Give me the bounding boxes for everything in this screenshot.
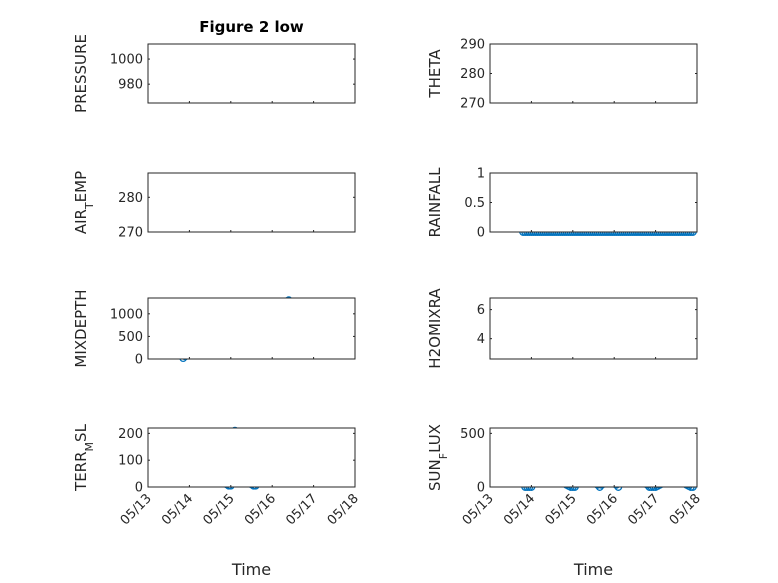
- terr-msl-xtick-label: 05/16: [242, 491, 279, 528]
- terr-msl-ytick-label: 200: [118, 427, 143, 442]
- sun-flux-subplot: 0 500 05/13 05/14 05/15 05/16 05/17 05/18 SUNFLU…: [426, 424, 704, 579]
- terr-msl-xtick-label: 05/17: [283, 491, 320, 528]
- terr-msl-xtick-label: 05/15: [201, 491, 238, 528]
- sun-flux-ylabel: SUNFLUX: [426, 424, 450, 491]
- theta-axes-frame: [489, 43, 698, 104]
- pressure-subplot: 980 1000 PRESSURE Figure 2 low: [72, 18, 356, 113]
- rainfall-ytick-label: 1: [477, 167, 485, 182]
- rainfall-ytick-label: 0.5: [464, 196, 485, 211]
- rainfall-axes-frame: [489, 172, 698, 233]
- mixdepth-ytick-label: 1000: [110, 307, 143, 322]
- terr-msl-xtick-label: 05/13: [118, 491, 155, 528]
- h2omixra-ytick-label: 6: [477, 303, 485, 318]
- mixdepth-subplot: 0 500 1000 MIXDEPTH: [72, 289, 356, 368]
- terr-msl-ytick-label: 100: [118, 454, 143, 469]
- rainfall-ylabel: RAINFALL: [426, 167, 444, 238]
- pressure-ytick-label: 980: [118, 78, 143, 93]
- air-temp-ytick-label: 280: [118, 191, 143, 206]
- figure-title: Figure 2 low: [199, 18, 304, 36]
- sun-flux-xtick-label: 05/16: [584, 491, 621, 528]
- theta-ytick-label: 280: [460, 67, 485, 82]
- sun-flux-xtick-label: 05/15: [543, 491, 580, 528]
- air-temp-subplot: 270 280 AIRTEMP: [72, 171, 356, 241]
- theta-subplot: 270 280 290 THETA: [426, 38, 698, 112]
- h2omixra-ylabel: H2OMIXRA: [426, 288, 444, 369]
- terr-msl-ytick-label: 0: [135, 481, 143, 496]
- air-temp-ylabel: AIRTEMP: [72, 171, 96, 234]
- terr-msl-ylabel: TERRMSL: [72, 423, 96, 492]
- terr-msl-subplot: 0 100 200 05/13 05/14 05/15 05/16 05/17 05/18 TER…: [72, 423, 362, 579]
- theta-ytick-label: 290: [460, 38, 485, 53]
- sun-flux-ytick-label: 500: [460, 427, 485, 442]
- h2omixra-axes-frame: [489, 297, 698, 360]
- theta-ylabel: THETA: [426, 49, 444, 99]
- pressure-axes-frame: [147, 43, 356, 104]
- sun-flux-xtick-label: 05/18: [667, 491, 704, 528]
- theta-ytick-label: 270: [460, 97, 485, 112]
- terr-msl-xtick-label: 05/18: [325, 491, 362, 528]
- mixdepth-ytick-label: 500: [118, 330, 143, 345]
- air-temp-axes-frame: [147, 172, 356, 233]
- sun-flux-xtick-label: 05/17: [625, 491, 662, 528]
- terr-msl-xtick-label: 05/14: [159, 491, 196, 528]
- sun-flux-xtick-label: 05/13: [460, 491, 497, 528]
- sun-flux-ytick-label: 0: [477, 481, 485, 496]
- mixdepth-axes-frame: [147, 297, 356, 360]
- sun-flux-xlabel: Time: [573, 560, 613, 579]
- rainfall-ytick-label: 0: [477, 226, 485, 241]
- rainfall-subplot: 0 0.5 1 RAINFALL: [426, 167, 698, 241]
- sun-flux-xtick-label: 05/14: [501, 491, 538, 528]
- sun-flux-axes-frame: [489, 427, 698, 488]
- terr-msl-axes-frame: [147, 427, 356, 488]
- pressure-ytick-label: 1000: [110, 53, 143, 68]
- mixdepth-ylabel: MIXDEPTH: [72, 289, 90, 367]
- mixdepth-ytick-label: 0: [135, 353, 143, 368]
- air-temp-ytick-label: 270: [118, 226, 143, 241]
- pressure-ylabel: PRESSURE: [72, 34, 90, 113]
- terr-msl-xlabel: Time: [231, 560, 271, 579]
- h2omixra-ytick-label: 4: [477, 332, 485, 347]
- h2omixra-subplot: 4 6 H2OMIXRA: [426, 288, 698, 369]
